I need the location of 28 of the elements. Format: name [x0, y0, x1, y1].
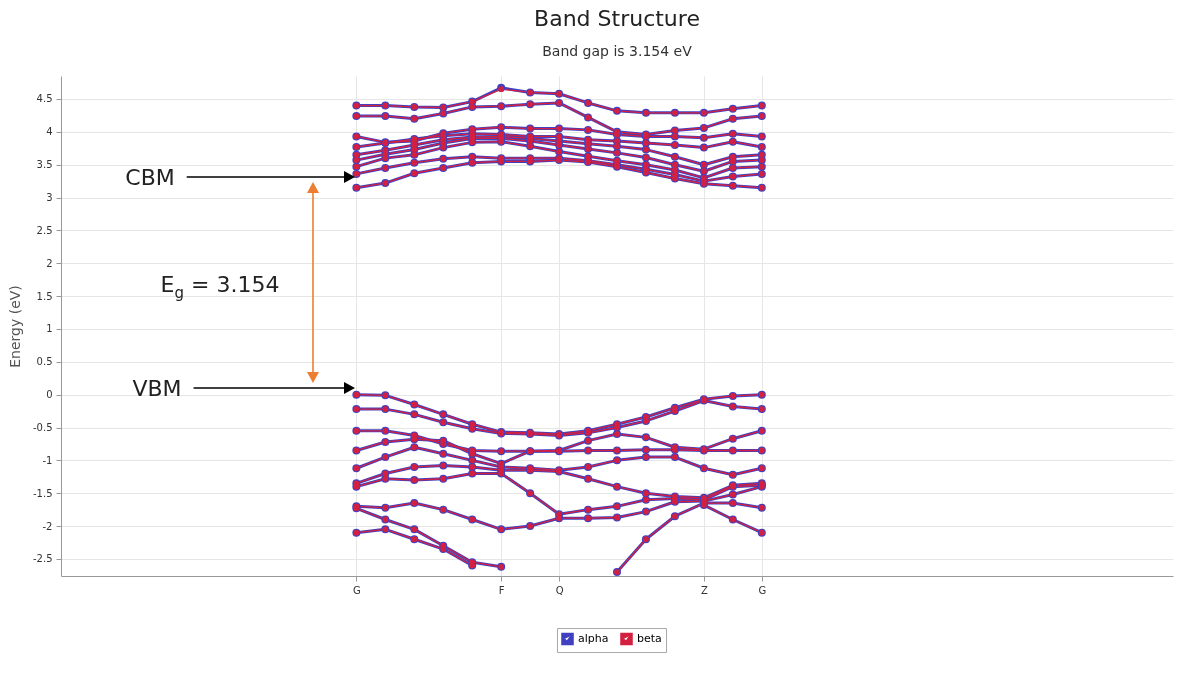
y-axis-title: Energy (eV) — [6, 285, 23, 368]
y-tick-label: 0 — [46, 389, 53, 401]
y-tick-label: 2 — [46, 257, 53, 269]
x-tick-label: Z — [700, 584, 708, 596]
chart-subtitle: Band gap is 3.154 eV — [542, 43, 693, 59]
legend-label: alpha — [578, 631, 609, 645]
y-tick-label: 3 — [46, 192, 53, 204]
x-tick-label: Q — [555, 584, 564, 596]
y-tick-label: -2 — [42, 520, 53, 532]
y-tick-label: 0.5 — [36, 356, 53, 368]
x-tick-label: G — [758, 584, 767, 596]
x-tick-label: F — [498, 584, 505, 596]
annotation: VBM — [132, 375, 182, 401]
y-tick-label: 3.5 — [36, 159, 53, 171]
annotation: E$_{g}$ = 3.154 — [160, 271, 280, 302]
x-tick-label: G — [353, 584, 361, 596]
y-tick-label: -0.5 — [32, 422, 53, 434]
chart-title: Band Structure — [534, 6, 700, 31]
legend-label: beta — [637, 631, 662, 645]
y-tick-label: -1.5 — [32, 487, 53, 499]
y-tick-label: 4 — [46, 126, 53, 138]
annotation: CBM — [125, 164, 175, 190]
y-tick-label: -1 — [42, 454, 53, 466]
y-tick-label: 2.5 — [36, 224, 53, 236]
y-tick-label: -2.5 — [32, 553, 53, 565]
y-tick-label: 4.5 — [36, 93, 53, 105]
y-tick-label: 1.5 — [36, 290, 53, 302]
y-tick-label: 1 — [46, 323, 53, 335]
